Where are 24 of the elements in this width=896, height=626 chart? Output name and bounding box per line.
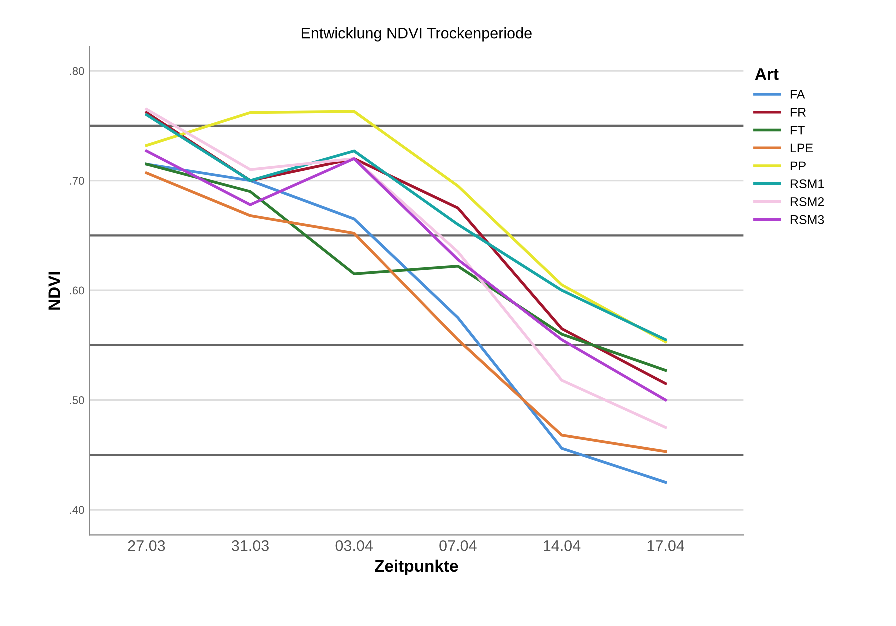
y-tick-label: .40 [70, 506, 84, 514]
legend-title: Art [755, 68, 779, 80]
y-tick-label: .80 [70, 67, 84, 76]
x-axis-title: Zeitpunkte [375, 560, 458, 576]
y-tick-label: .70 [70, 177, 84, 185]
chart-title: Entwicklung NDVI Trockenperiode [302, 28, 532, 42]
legend-label: RSM2 [790, 197, 824, 206]
legend-label: LPE [790, 144, 814, 153]
legend-label: RSM1 [790, 180, 824, 188]
x-tick-label: 07.04 [440, 540, 477, 552]
legend-label: FT [790, 126, 805, 135]
legend-label: FA [790, 90, 806, 99]
legend-label: FR [790, 108, 806, 117]
y-tick-label: .50 [70, 396, 84, 404]
x-tick-label: 14.04 [544, 540, 581, 552]
x-tick-label: 03.04 [336, 540, 374, 552]
legend-label: PP [790, 162, 806, 170]
x-tick-label: 31.03 [232, 540, 269, 552]
y-tick-label: .60 [70, 286, 84, 295]
line-series [145, 150, 668, 402]
y-axis-title: NDVI [48, 272, 60, 310]
x-tick-label: 27.03 [128, 540, 166, 552]
legend-label: RSM3 [790, 215, 824, 224]
x-tick-label: 17.04 [648, 540, 684, 552]
